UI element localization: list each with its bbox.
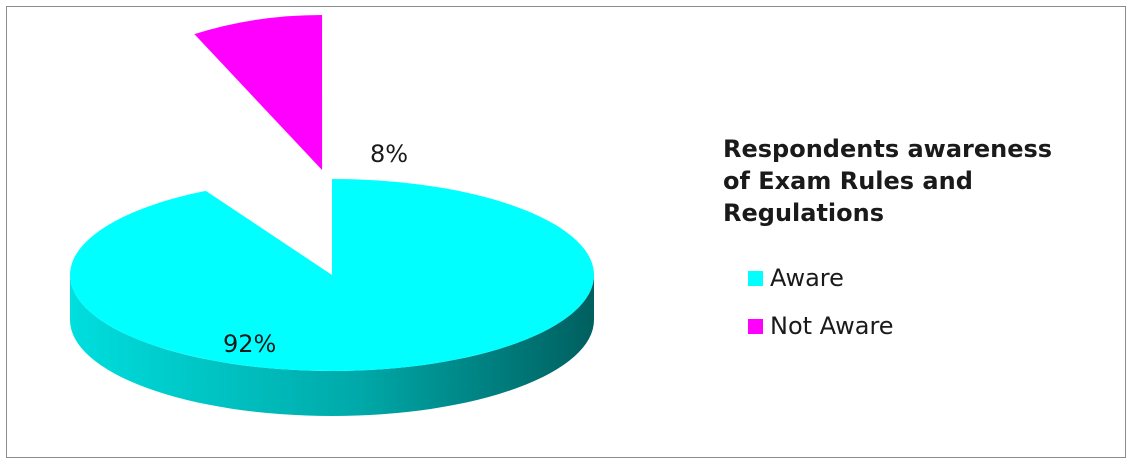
pie-sides bbox=[70, 275, 594, 416]
pie-tops bbox=[69, 15, 594, 371]
slice-not-aware bbox=[194, 15, 323, 170]
legend-label-aware: Aware bbox=[770, 264, 844, 292]
legend-item-not-aware: Not Aware bbox=[748, 311, 894, 341]
legend-title: Respondents awareness of Exam Rules and … bbox=[723, 135, 1053, 227]
pie-chart: 92% 8% bbox=[69, 15, 594, 416]
legend-swatch-aware bbox=[748, 270, 763, 286]
slice-label-aware: 92% bbox=[223, 330, 276, 358]
chart-frame: 92% 8% Respondents awareness of Exam Rul… bbox=[6, 6, 1126, 458]
legend-item-aware: Aware bbox=[748, 263, 844, 293]
slice-aware bbox=[69, 179, 594, 371]
slice-label-not-aware: 8% bbox=[370, 140, 408, 168]
legend-label-not-aware: Not Aware bbox=[770, 312, 894, 340]
legend-swatch-not-aware bbox=[748, 318, 763, 334]
slice-side-aware-1 bbox=[70, 275, 594, 416]
